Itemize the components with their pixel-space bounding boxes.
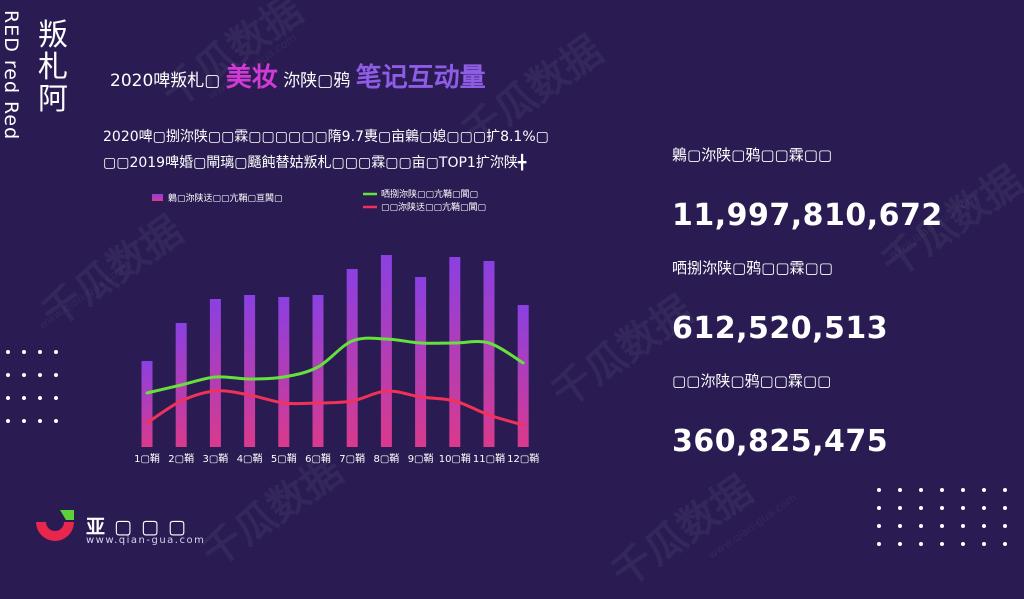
- x-tick-label: 4▢鞘: [237, 452, 263, 465]
- x-tick-label: 11▢鞘: [473, 452, 505, 465]
- qiangua-logo-icon: [36, 510, 74, 541]
- chart-svg: 鷍▢沵陕迗▢▢亢鞘▢亘閶▢ 哂捌沵陕▢▢亢鞘▢閶▢▢▢沵陕迗▢▢亢鞘▢閶▢ 1▢鞘…: [134, 188, 539, 465]
- chart-bar: [141, 361, 153, 447]
- stat-label-total: 鷍▢沵陕▢鸦▢▢霖▢▢: [672, 146, 833, 164]
- brand-name: 亚▢▢▢: [86, 516, 195, 538]
- description: 2020啤▢捌沵陕▢▢霖▢▢▢▢▢▢隋9.7軣▢亩鷍▢媳▢▢▢扩8.1%▢ ▢▢…: [103, 124, 549, 176]
- decorative-dot: [6, 419, 10, 423]
- chart-bar: [449, 257, 461, 447]
- decorative-dot: [54, 396, 58, 400]
- brand-website: www.qian-gua.com: [86, 535, 206, 546]
- decorative-dot: [877, 524, 881, 528]
- decorative-dot: [38, 419, 42, 423]
- legend-label-line2: ▢▢沵陕迗▢▢亢鞘▢閶▢: [381, 201, 486, 213]
- title-highlight-makeup: 美妆: [225, 63, 278, 93]
- decorative-dot: [877, 488, 881, 492]
- decorative-dot: [919, 542, 923, 546]
- decorative-dot: [919, 488, 923, 492]
- decorative-dot: [22, 396, 26, 400]
- decorative-dot: [961, 506, 965, 510]
- stat-label-second: 哂捌沵陕▢鸦▢▢霖▢▢: [672, 259, 833, 277]
- decorative-dot: [54, 373, 58, 377]
- decorative-dot: [38, 373, 42, 377]
- decorative-dot: [38, 396, 42, 400]
- decorative-dot: [940, 506, 944, 510]
- decorative-dot: [1003, 524, 1007, 528]
- chart-line-series-2: [145, 389, 525, 427]
- stat-label-third: ▢▢沵陕▢鸦▢▢霖▢▢: [672, 372, 832, 390]
- chart-bar: [278, 297, 290, 447]
- x-tick-label: 9▢鞘: [408, 452, 434, 465]
- decorative-dot: [898, 488, 902, 492]
- chart-bar: [312, 295, 324, 447]
- chart-bar: [346, 269, 358, 447]
- x-tick-label: 2▢鞘: [168, 452, 194, 465]
- decorative-dot: [982, 524, 986, 528]
- decorative-dot: [898, 524, 902, 528]
- chart-bar: [517, 305, 529, 447]
- decorative-dot: [961, 524, 965, 528]
- x-tick-label: 8▢鞘: [373, 452, 399, 465]
- chart-line-series-1: [145, 336, 525, 395]
- chart-legend: 鷍▢沵陕迗▢▢亢鞘▢亘閶▢ 哂捌沵陕▢▢亢鞘▢閶▢▢▢沵陕迗▢▢亢鞘▢閶▢: [152, 188, 486, 213]
- chart-bar: [244, 295, 256, 447]
- vertical-tag-text: RED red Red: [0, 10, 22, 141]
- vertical-tag: RED red Red: [0, 10, 24, 170]
- decorative-dot: [6, 350, 10, 354]
- chart-bar: [209, 299, 221, 447]
- decorative-dot: [961, 542, 965, 546]
- legend-label-line1: 哂捌沵陕▢▢亢鞘▢閶▢: [381, 188, 478, 200]
- legend-label-bars: 鷍▢沵陕迗▢▢亢鞘▢亘閶▢: [168, 192, 283, 204]
- decorative-dot: [54, 419, 58, 423]
- decorative-dot: [940, 524, 944, 528]
- decorative-dot: [982, 506, 986, 510]
- decorative-dot: [877, 506, 881, 510]
- x-tick-label: 12▢鞘: [507, 452, 539, 465]
- decorative-dot: [940, 542, 944, 546]
- decorative-dot: [961, 488, 965, 492]
- decorative-dot: [919, 524, 923, 528]
- decorative-dot: [1003, 506, 1007, 510]
- decorative-dot: [898, 542, 902, 546]
- title-prefix: 2020啤叛札▢: [110, 71, 226, 91]
- x-tick-label: 10▢鞘: [439, 452, 471, 465]
- decorative-dot: [898, 506, 902, 510]
- decorative-dot: [22, 419, 26, 423]
- chart-bars: [141, 255, 529, 447]
- interaction-chart: 鷍▢沵陕迗▢▢亢鞘▢亘閶▢ 哂捌沵陕▢▢亢鞘▢閶▢ ▢▢沵陕迗▢▢亢鞘▢閶▢ 1▢鞘…: [125, 185, 565, 479]
- stat-value-second: 612,520,513: [672, 311, 889, 346]
- decorative-dot: [982, 488, 986, 492]
- decorative-dot: [6, 396, 10, 400]
- x-tick-label: 5▢鞘: [271, 452, 297, 465]
- title-highlight-metric: 笔记互动量: [355, 63, 486, 93]
- x-tick-label: 3▢鞘: [202, 452, 228, 465]
- decorative-dot: [982, 542, 986, 546]
- chart-bar: [483, 261, 495, 447]
- chart-bar: [415, 277, 427, 447]
- decorative-dot: [1003, 542, 1007, 546]
- legend-swatch-bars: [152, 194, 163, 201]
- vertical-title: 叛札阿: [38, 18, 68, 117]
- decorative-dot: [22, 373, 26, 377]
- description-line: ▢▢2019啤婚▢閘璃▢颾飩替姑叛札▢▢▢霖▢▢亩▢TOP1扩沵陕╋: [103, 155, 527, 171]
- decorative-dot: [919, 506, 923, 510]
- page-title: 2020啤叛札▢ 美妆 沵陕▢鸦 笔记互动量: [110, 57, 486, 94]
- chart-lines: [145, 336, 525, 427]
- decorative-dot: [877, 542, 881, 546]
- chart-x-axis-labels: 1▢鞘 2▢鞘 3▢鞘 4▢鞘 5▢鞘 6▢鞘 7▢鞘 8▢鞘 9▢鞘 10▢鞘 11▢鞘 12▢鞘: [134, 452, 539, 465]
- stat-value-third: 360,825,475: [672, 424, 889, 459]
- decorative-dot: [1003, 488, 1007, 492]
- x-tick-label: 1▢鞘: [134, 452, 160, 465]
- decorative-dot: [38, 350, 42, 354]
- x-tick-label: 6▢鞘: [305, 452, 331, 465]
- description-line: 2020啤▢捌沵陕▢▢霖▢▢▢▢▢▢隋9.7軣▢亩鷍▢媳▢▢▢扩8.1%▢: [103, 129, 549, 145]
- decorative-dot: [54, 350, 58, 354]
- decorative-dot: [22, 350, 26, 354]
- x-tick-label: 7▢鞘: [339, 452, 365, 465]
- chart-bar: [380, 255, 392, 447]
- title-middle: 沵陕▢鸦: [277, 71, 356, 91]
- decorative-dot: [6, 373, 10, 377]
- decorative-dot: [940, 488, 944, 492]
- stat-value-total: 11,997,810,672: [672, 198, 943, 233]
